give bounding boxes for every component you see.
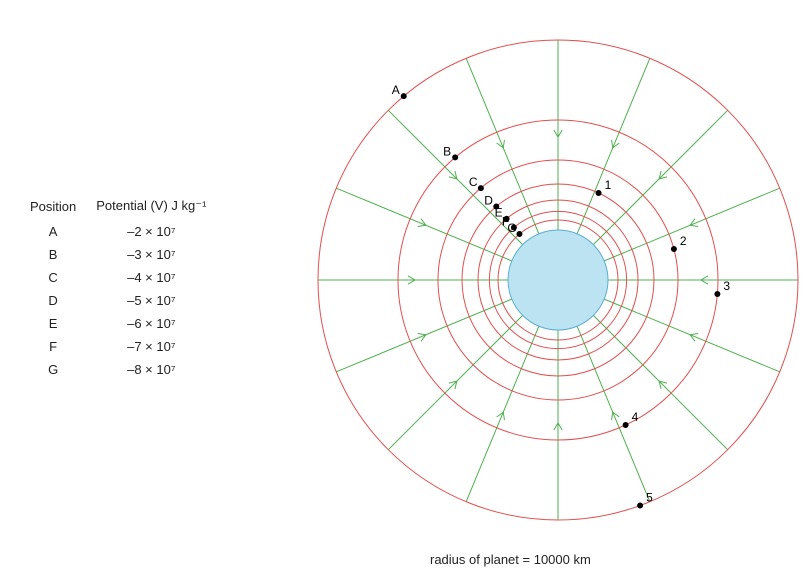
potential-cell: –4 × 10⁷	[86, 266, 216, 289]
table-row: F–7 × 10⁷	[20, 335, 216, 358]
numbered-point-3	[714, 291, 720, 297]
numbered-point-4	[623, 422, 629, 428]
field-line	[466, 326, 539, 502]
point-label-D: D	[484, 193, 493, 207]
field-line	[604, 299, 780, 372]
numbered-label-5: 5	[646, 491, 653, 505]
point-G	[516, 231, 522, 237]
numbered-label-4: 4	[632, 410, 639, 424]
point-label-A: A	[392, 83, 400, 97]
point-D	[493, 203, 499, 209]
numbered-point-2	[671, 246, 677, 252]
position-cell: F	[20, 335, 86, 358]
table-row: B–3 × 10⁷	[20, 243, 216, 266]
table-row: G–8 × 10⁷	[20, 358, 216, 381]
numbered-label-1: 1	[605, 178, 612, 192]
point-B	[452, 154, 458, 160]
point-E	[504, 216, 510, 222]
potential-cell: –8 × 10⁷	[86, 358, 216, 381]
potential-cell: –6 × 10⁷	[86, 312, 216, 335]
field-line	[577, 58, 650, 234]
table-row: A–2 × 10⁷	[20, 220, 216, 243]
figure-container: GFEDCBA12345 Position Potential (V) J kg…	[0, 0, 802, 580]
position-cell: D	[20, 289, 86, 312]
field-line	[336, 299, 512, 372]
field-line	[604, 188, 780, 261]
potential-cell: –7 × 10⁷	[86, 335, 216, 358]
planet	[508, 230, 608, 330]
potential-cell: –3 × 10⁷	[86, 243, 216, 266]
numbered-label-2: 2	[680, 234, 687, 248]
potential-table: Position Potential (V) J kg⁻¹ A–2 × 10⁷B…	[20, 196, 216, 381]
field-line	[577, 326, 650, 502]
table-row: C–4 × 10⁷	[20, 266, 216, 289]
col-header-potential: Potential (V) J kg⁻¹	[86, 196, 216, 220]
position-cell: E	[20, 312, 86, 335]
potential-cell: –2 × 10⁷	[86, 220, 216, 243]
point-A	[401, 93, 407, 99]
position-cell: A	[20, 220, 86, 243]
table-row: E–6 × 10⁷	[20, 312, 216, 335]
point-label-B: B	[443, 144, 451, 158]
numbered-point-5	[637, 503, 643, 509]
table-row: D–5 × 10⁷	[20, 289, 216, 312]
position-cell: B	[20, 243, 86, 266]
point-C	[478, 185, 484, 191]
col-header-position: Position	[20, 196, 86, 220]
numbered-label-3: 3	[723, 279, 730, 293]
point-F	[511, 224, 517, 230]
position-cell: C	[20, 266, 86, 289]
planet-radius-caption: radius of planet = 10000 km	[430, 552, 591, 567]
potential-cell: –5 × 10⁷	[86, 289, 216, 312]
position-cell: G	[20, 358, 86, 381]
point-label-C: C	[469, 175, 478, 189]
numbered-point-1	[596, 190, 602, 196]
